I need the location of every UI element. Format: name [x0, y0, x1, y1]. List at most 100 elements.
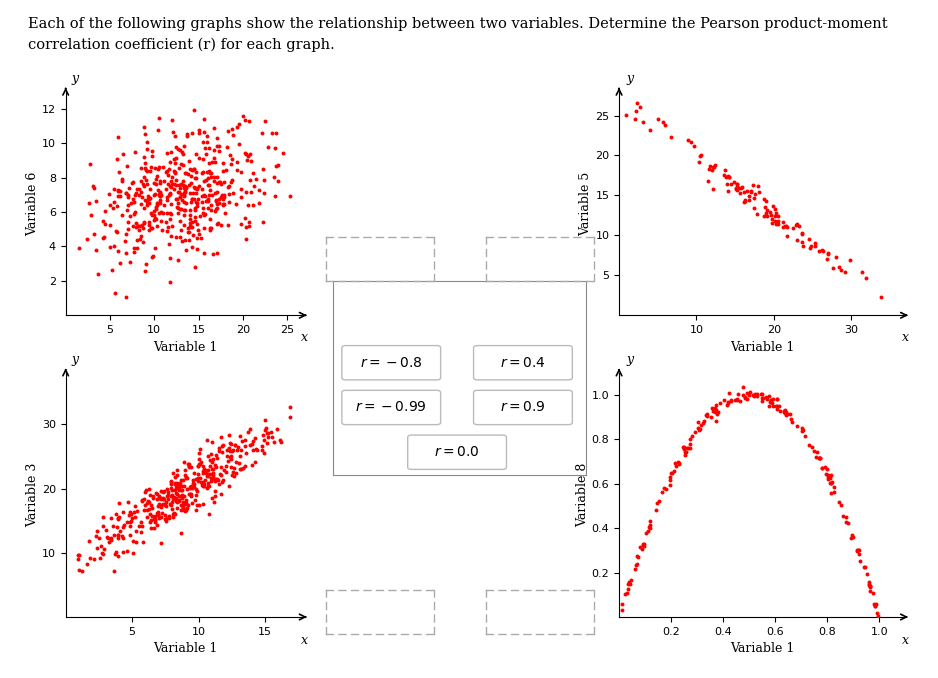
Point [223, 150, 238, 161]
Point [202, 468, 217, 479]
Point [255, 440, 270, 451]
Point [200, 483, 215, 494]
Point [116, 519, 131, 530]
Point [158, 500, 173, 511]
Point [147, 511, 162, 521]
Point [170, 488, 185, 499]
Point [204, 436, 219, 447]
Point [123, 506, 138, 517]
Point [206, 176, 221, 187]
Point [662, 479, 677, 490]
Point [692, 424, 707, 435]
Point [664, 468, 679, 479]
Point [195, 153, 210, 164]
Point [234, 184, 249, 195]
Point [123, 509, 138, 520]
Point [137, 504, 152, 515]
Point [204, 168, 219, 179]
Point [192, 473, 207, 483]
Point [254, 127, 269, 138]
Point [178, 182, 193, 193]
Point [688, 426, 703, 437]
Point [737, 393, 752, 403]
Point [819, 464, 834, 475]
Point [96, 216, 111, 226]
Point [144, 499, 159, 510]
Point [692, 424, 707, 435]
Point [622, 577, 637, 588]
Point [211, 442, 226, 453]
Point [833, 265, 848, 276]
Point [729, 178, 744, 189]
Point [176, 140, 191, 151]
Point [156, 162, 171, 173]
Point [770, 393, 785, 404]
Point [188, 172, 203, 183]
Point [99, 532, 114, 542]
Point [160, 148, 175, 159]
Point [126, 220, 141, 231]
Point [106, 530, 121, 541]
Point [770, 216, 785, 226]
Point [222, 437, 237, 448]
Point [731, 389, 746, 400]
Point [184, 222, 199, 233]
Point [244, 460, 259, 471]
Point [148, 162, 163, 173]
Point [748, 388, 763, 399]
Point [721, 186, 736, 197]
Point [188, 188, 203, 199]
Point [150, 500, 165, 511]
Point [168, 157, 183, 168]
Point [160, 178, 175, 189]
Point [719, 399, 734, 410]
Point [636, 117, 651, 127]
Point [741, 390, 756, 401]
Point [728, 395, 743, 405]
Point [167, 507, 182, 518]
Point [187, 194, 202, 205]
Point [207, 206, 222, 217]
Point [203, 454, 218, 465]
Point [237, 147, 252, 158]
Point [175, 148, 190, 159]
Point [155, 507, 170, 518]
Point [189, 473, 204, 484]
Point [282, 191, 297, 202]
Point [766, 201, 781, 212]
Point [176, 196, 191, 207]
Point [150, 199, 165, 210]
Point [683, 434, 698, 445]
Point [165, 494, 180, 504]
Point [118, 187, 133, 198]
Point [832, 262, 847, 273]
Point [144, 511, 159, 521]
Point [636, 539, 651, 550]
Point [721, 172, 736, 183]
Point [168, 478, 183, 489]
Point [272, 435, 287, 445]
Point [176, 180, 191, 191]
Point [211, 218, 226, 228]
Point [630, 552, 645, 563]
Point [694, 150, 709, 161]
Point [779, 220, 794, 231]
Point [70, 553, 85, 564]
Point [202, 224, 217, 235]
Point [708, 405, 723, 416]
Point [110, 227, 125, 238]
Point [152, 190, 167, 201]
Point [862, 577, 877, 588]
Point [220, 125, 235, 136]
Text: x: x [901, 634, 909, 647]
Point [185, 478, 200, 489]
Point [708, 400, 723, 411]
Point [150, 163, 165, 174]
Point [134, 521, 149, 532]
Point [216, 158, 231, 169]
Point [177, 456, 192, 467]
Point [142, 224, 157, 235]
Point [183, 214, 198, 224]
Point [824, 470, 839, 481]
Point [776, 222, 791, 233]
